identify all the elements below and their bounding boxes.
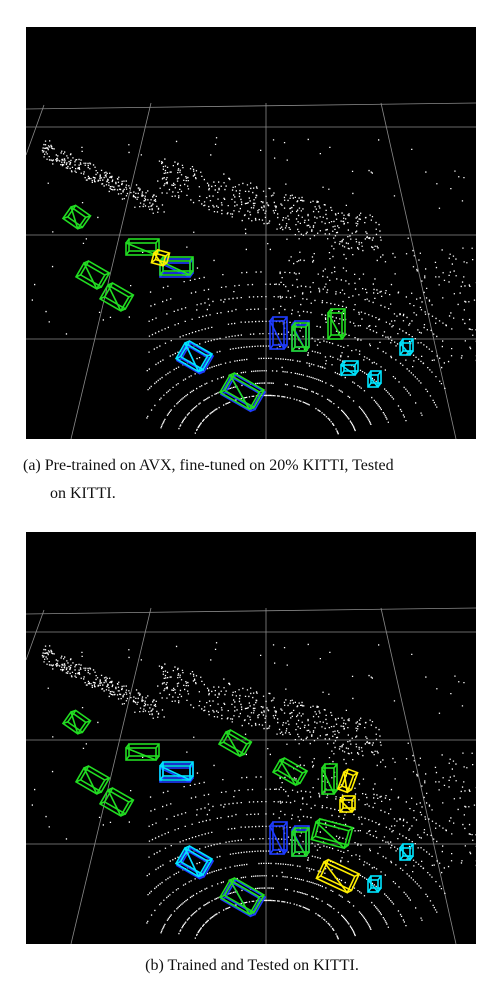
pedestrian-prediction-box: [315, 858, 361, 894]
car-prediction-box: [98, 281, 135, 312]
cyclist-prediction-box: [367, 370, 382, 388]
car-prediction-box: [61, 204, 92, 230]
detection-boxes: [61, 204, 414, 413]
cyclist-prediction-box: [399, 843, 414, 861]
caption-a-line1: (a) Pre-trained on AVX, fine-tuned on 20…: [23, 457, 394, 474]
cyclist-prediction-box: [340, 360, 359, 376]
car-prediction-box: [321, 763, 338, 795]
caption-b: (b) Trained and Tested on KITTI.: [145, 957, 359, 974]
cyclist-prediction-box: [399, 338, 414, 356]
car-prediction-box: [125, 238, 160, 256]
lidar-detection-image-a: [26, 27, 476, 439]
cyclist-prediction-box: [174, 844, 214, 878]
car-prediction-box: [291, 827, 310, 857]
cyclist-prediction-box: [174, 339, 214, 373]
cyclist-prediction-box: [159, 761, 194, 781]
caption-a: (a) Pre-trained on AVX, fine-tuned on 20…: [23, 452, 491, 508]
lidar-scene-b: [26, 532, 476, 944]
pedestrian-prediction-box: [336, 768, 359, 794]
pedestrian-prediction-box: [150, 248, 171, 267]
pedestrian-prediction-box: [339, 795, 356, 813]
car-prediction-box: [310, 817, 354, 850]
car-prediction-box: [125, 743, 160, 761]
car-prediction-box: [98, 786, 135, 817]
ground-grid: [26, 607, 476, 944]
car-prediction-box: [74, 259, 111, 290]
car-prediction-box: [327, 308, 346, 340]
caption-a-line2: on KITTI.: [50, 485, 116, 502]
detection-boxes: [61, 709, 414, 918]
car-prediction-box: [291, 322, 310, 352]
ground-truth-box: [269, 316, 288, 350]
lidar-detection-image-b: [26, 532, 476, 944]
car-prediction-box: [61, 709, 92, 735]
car-prediction-box: [218, 876, 266, 916]
car-prediction-box: [217, 728, 253, 758]
car-prediction-box: [271, 756, 309, 787]
lidar-scene-a: [26, 27, 476, 439]
car-prediction-box: [74, 764, 111, 795]
car-prediction-box: [218, 371, 266, 411]
ground-grid: [26, 102, 476, 439]
ground-truth-box: [269, 821, 288, 855]
cyclist-prediction-box: [367, 875, 382, 893]
